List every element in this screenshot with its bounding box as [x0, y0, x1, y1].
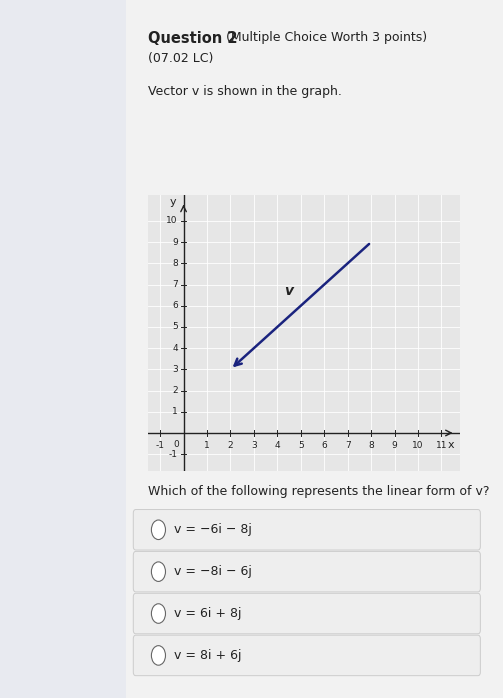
Circle shape [151, 520, 165, 540]
Circle shape [151, 646, 165, 665]
Text: 8: 8 [368, 441, 374, 450]
Text: v = 8i + 6j: v = 8i + 6j [174, 649, 241, 662]
Text: v = −6i − 8j: v = −6i − 8j [174, 524, 252, 536]
Text: (07.02 LC): (07.02 LC) [148, 52, 214, 66]
Circle shape [151, 604, 165, 623]
Text: 7: 7 [172, 280, 178, 289]
FancyBboxPatch shape [133, 510, 480, 550]
Text: Question 2: Question 2 [148, 31, 238, 46]
Text: 11: 11 [436, 441, 447, 450]
Text: y: y [170, 197, 177, 207]
Text: v = −8i − 6j: v = −8i − 6j [174, 565, 252, 578]
Text: Which of the following represents the linear form of v?: Which of the following represents the li… [148, 485, 490, 498]
Text: 8: 8 [172, 259, 178, 268]
Text: 1: 1 [172, 407, 178, 416]
Text: 4: 4 [172, 343, 178, 352]
Text: 2: 2 [172, 386, 178, 395]
Text: 9: 9 [172, 237, 178, 246]
Text: 2: 2 [228, 441, 233, 450]
Text: 10: 10 [412, 441, 424, 450]
FancyBboxPatch shape [133, 635, 480, 676]
Text: 4: 4 [275, 441, 280, 450]
Text: x: x [448, 440, 454, 450]
Text: 10: 10 [166, 216, 178, 225]
Text: -1: -1 [155, 441, 164, 450]
FancyBboxPatch shape [133, 593, 480, 634]
FancyBboxPatch shape [133, 551, 480, 592]
Circle shape [151, 562, 165, 581]
Text: 0: 0 [174, 440, 180, 450]
Text: 3: 3 [251, 441, 257, 450]
Text: 6: 6 [321, 441, 327, 450]
Text: -1: -1 [169, 450, 178, 459]
Text: 3: 3 [172, 365, 178, 374]
Text: 5: 5 [172, 322, 178, 332]
Text: 1: 1 [204, 441, 210, 450]
Text: Vector v is shown in the graph.: Vector v is shown in the graph. [148, 85, 342, 98]
Text: 5: 5 [298, 441, 304, 450]
Text: v: v [284, 284, 293, 298]
Text: 9: 9 [392, 441, 397, 450]
Text: v = 6i + 8j: v = 6i + 8j [174, 607, 241, 620]
Text: 6: 6 [172, 302, 178, 310]
Text: (Multiple Choice Worth 3 points): (Multiple Choice Worth 3 points) [226, 31, 428, 45]
Text: 7: 7 [345, 441, 351, 450]
